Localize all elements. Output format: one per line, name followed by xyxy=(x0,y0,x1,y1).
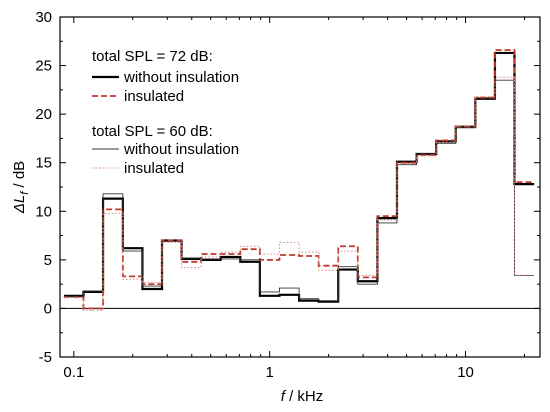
y-tick-label: 25 xyxy=(35,58,52,75)
y-axis-label: ΔLf / dB xyxy=(11,161,31,214)
legend-title: total SPL = 60 dB: xyxy=(92,123,213,140)
y-axis-unit: / dB xyxy=(11,161,28,192)
legend-title: total SPL = 72 dB: xyxy=(92,48,213,65)
x-tick-label: 10 xyxy=(457,364,474,381)
x-axis-variable: f xyxy=(281,388,287,405)
x-tick-label: 0.1 xyxy=(63,364,84,381)
y-axis-subscript: f xyxy=(19,191,31,195)
y-tick-label: 15 xyxy=(35,155,52,172)
x-axis-unit: / kHz xyxy=(285,388,323,405)
y-tick-label: 0 xyxy=(44,300,52,317)
y-tick-label: -5 xyxy=(39,349,52,366)
plot-frame xyxy=(59,16,541,358)
legend-entry: without insulation xyxy=(123,141,239,158)
legend-entry: insulated xyxy=(124,160,184,177)
y-tick-label: 20 xyxy=(35,106,52,123)
legend-entry: insulated xyxy=(124,88,184,105)
y-tick-label: 10 xyxy=(35,203,52,220)
series-line-2 xyxy=(63,79,535,302)
series-line-3 xyxy=(63,76,535,311)
y-axis-variable: ΔL xyxy=(11,195,28,214)
y-tick-label: 5 xyxy=(44,252,52,269)
x-tick-label: 1 xyxy=(266,364,274,381)
y-tick-label: 30 xyxy=(35,9,52,26)
x-axis-label: f / kHz xyxy=(281,388,324,405)
legend-entry: without insulation xyxy=(123,69,239,86)
legend: total SPL = 72 dB: without insulation insu… xyxy=(92,48,239,177)
